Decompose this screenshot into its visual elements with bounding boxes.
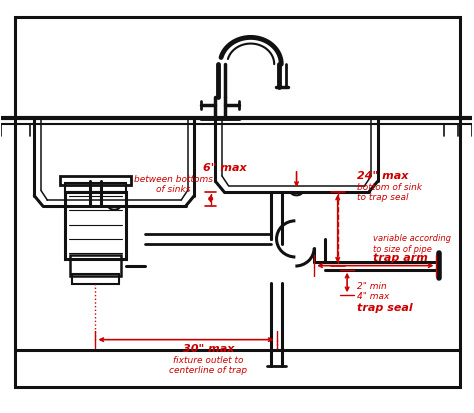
Text: bottom of sink
to trap seal: bottom of sink to trap seal: [356, 183, 422, 202]
Text: 30" max: 30" max: [182, 343, 234, 353]
Text: variable according
to size of pipe: variable according to size of pipe: [373, 234, 451, 253]
Text: 6" max: 6" max: [203, 163, 246, 173]
Text: trap seal: trap seal: [356, 302, 412, 312]
Text: 2" min
4" max: 2" min 4" max: [356, 281, 389, 300]
Bar: [65, 183, 126, 192]
Text: 24" max: 24" max: [356, 171, 408, 181]
Text: between bottoms
of sinks: between bottoms of sinks: [134, 174, 212, 194]
Text: trap arm: trap arm: [373, 253, 428, 263]
Bar: [70, 256, 121, 276]
Text: fixture outlet to
centerline of trap: fixture outlet to centerline of trap: [169, 355, 247, 374]
Bar: [72, 274, 119, 285]
Bar: [65, 192, 126, 260]
Bar: [60, 177, 131, 186]
